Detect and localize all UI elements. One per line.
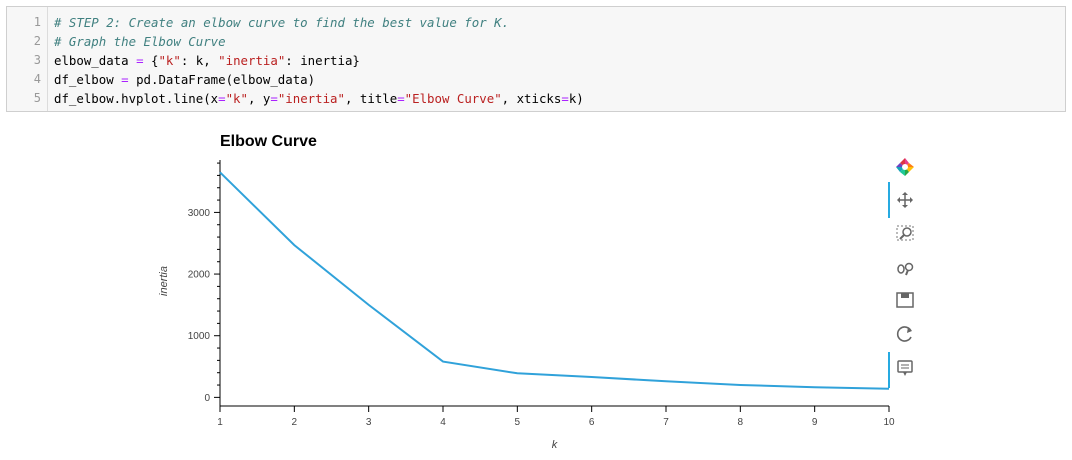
code-token: = xyxy=(397,91,405,106)
x-tick-label: 2 xyxy=(292,417,298,428)
x-tick-label: 5 xyxy=(515,417,521,428)
y-tick-label: 3000 xyxy=(188,208,211,219)
box-zoom-icon[interactable] xyxy=(896,225,914,241)
code-token: df_elbow.hvplot.line(x xyxy=(54,91,219,106)
pan-icon[interactable] xyxy=(897,192,913,208)
code-line: df_elbow.hvplot.line(x="k", y="inertia",… xyxy=(54,89,584,108)
code-token: = xyxy=(561,91,569,106)
line-number: 1 xyxy=(33,15,41,29)
bokeh-logo-icon[interactable] xyxy=(896,158,914,176)
reset-icon[interactable] xyxy=(896,326,912,342)
code-token: "k" xyxy=(158,53,181,68)
code-token: k) xyxy=(568,91,584,106)
code-token: elbow_data xyxy=(54,53,137,68)
plot-toolbar xyxy=(888,150,922,390)
code-token: = xyxy=(136,53,144,68)
y-tick-label: 2000 xyxy=(188,270,211,281)
y-tick-label: 1000 xyxy=(188,331,211,342)
code-line: df_elbow = pd.DataFrame(elbow_data) xyxy=(54,70,315,89)
line-number: 4 xyxy=(33,72,41,86)
code-token: df_elbow xyxy=(54,72,122,87)
hover-active-indicator xyxy=(888,352,890,388)
code-token: "Elbow Curve" xyxy=(404,91,502,106)
x-tick-label: 4 xyxy=(440,417,446,428)
code-token: = xyxy=(218,91,226,106)
x-axis-label: k xyxy=(552,439,558,451)
code-line: elbow_data = {"k": k, "inertia": inertia… xyxy=(54,51,360,70)
x-tick-label: 8 xyxy=(738,417,744,428)
wheel-zoom-icon[interactable] xyxy=(897,262,914,276)
x-tick-label: 10 xyxy=(883,417,895,428)
x-tick-label: 7 xyxy=(663,417,669,428)
code-token: # STEP 2: Create an elbow curve to find … xyxy=(54,15,510,30)
code-token: , y xyxy=(247,91,271,106)
code-token: , title xyxy=(344,91,398,106)
hover-icon[interactable] xyxy=(897,360,913,376)
code-token: pd.DataFrame(elbow_data) xyxy=(128,72,316,87)
x-tick-label: 1 xyxy=(217,417,223,428)
line-number-gutter: 1 2 3 4 5 xyxy=(7,7,48,111)
x-tick-label: 9 xyxy=(812,417,818,428)
code-line: # STEP 2: Create an elbow curve to find … xyxy=(54,13,509,32)
save-icon[interactable] xyxy=(896,292,914,308)
inertia-series-line[interactable] xyxy=(219,171,890,390)
y-axis-label: inertia xyxy=(158,266,170,296)
code-token: : k, xyxy=(180,53,219,68)
code-line: # Graph the Elbow Curve xyxy=(54,32,226,51)
code-token: : inertia} xyxy=(285,53,360,68)
line-number: 2 xyxy=(33,34,41,48)
code-token: { xyxy=(143,53,159,68)
line-number: 5 xyxy=(33,91,41,105)
code-cell[interactable]: 1 2 3 4 5 # STEP 2: Create an elbow curve to… xyxy=(6,6,1066,112)
code-token: , xticks xyxy=(501,91,562,106)
y-tick-label: 0 xyxy=(204,393,210,404)
code-token: # Graph the Elbow Curve xyxy=(54,34,226,49)
chart-title: Elbow Curve xyxy=(220,133,317,150)
code-token: "k" xyxy=(225,91,248,106)
x-tick-label: 6 xyxy=(589,417,595,428)
line-number: 3 xyxy=(33,53,41,67)
code-token: = xyxy=(121,72,129,87)
code-token: = xyxy=(270,91,278,106)
x-tick-label: 3 xyxy=(366,417,372,428)
pan-active-indicator xyxy=(888,182,890,218)
code-token: "inertia" xyxy=(218,53,286,68)
code-token: "inertia" xyxy=(277,91,345,106)
